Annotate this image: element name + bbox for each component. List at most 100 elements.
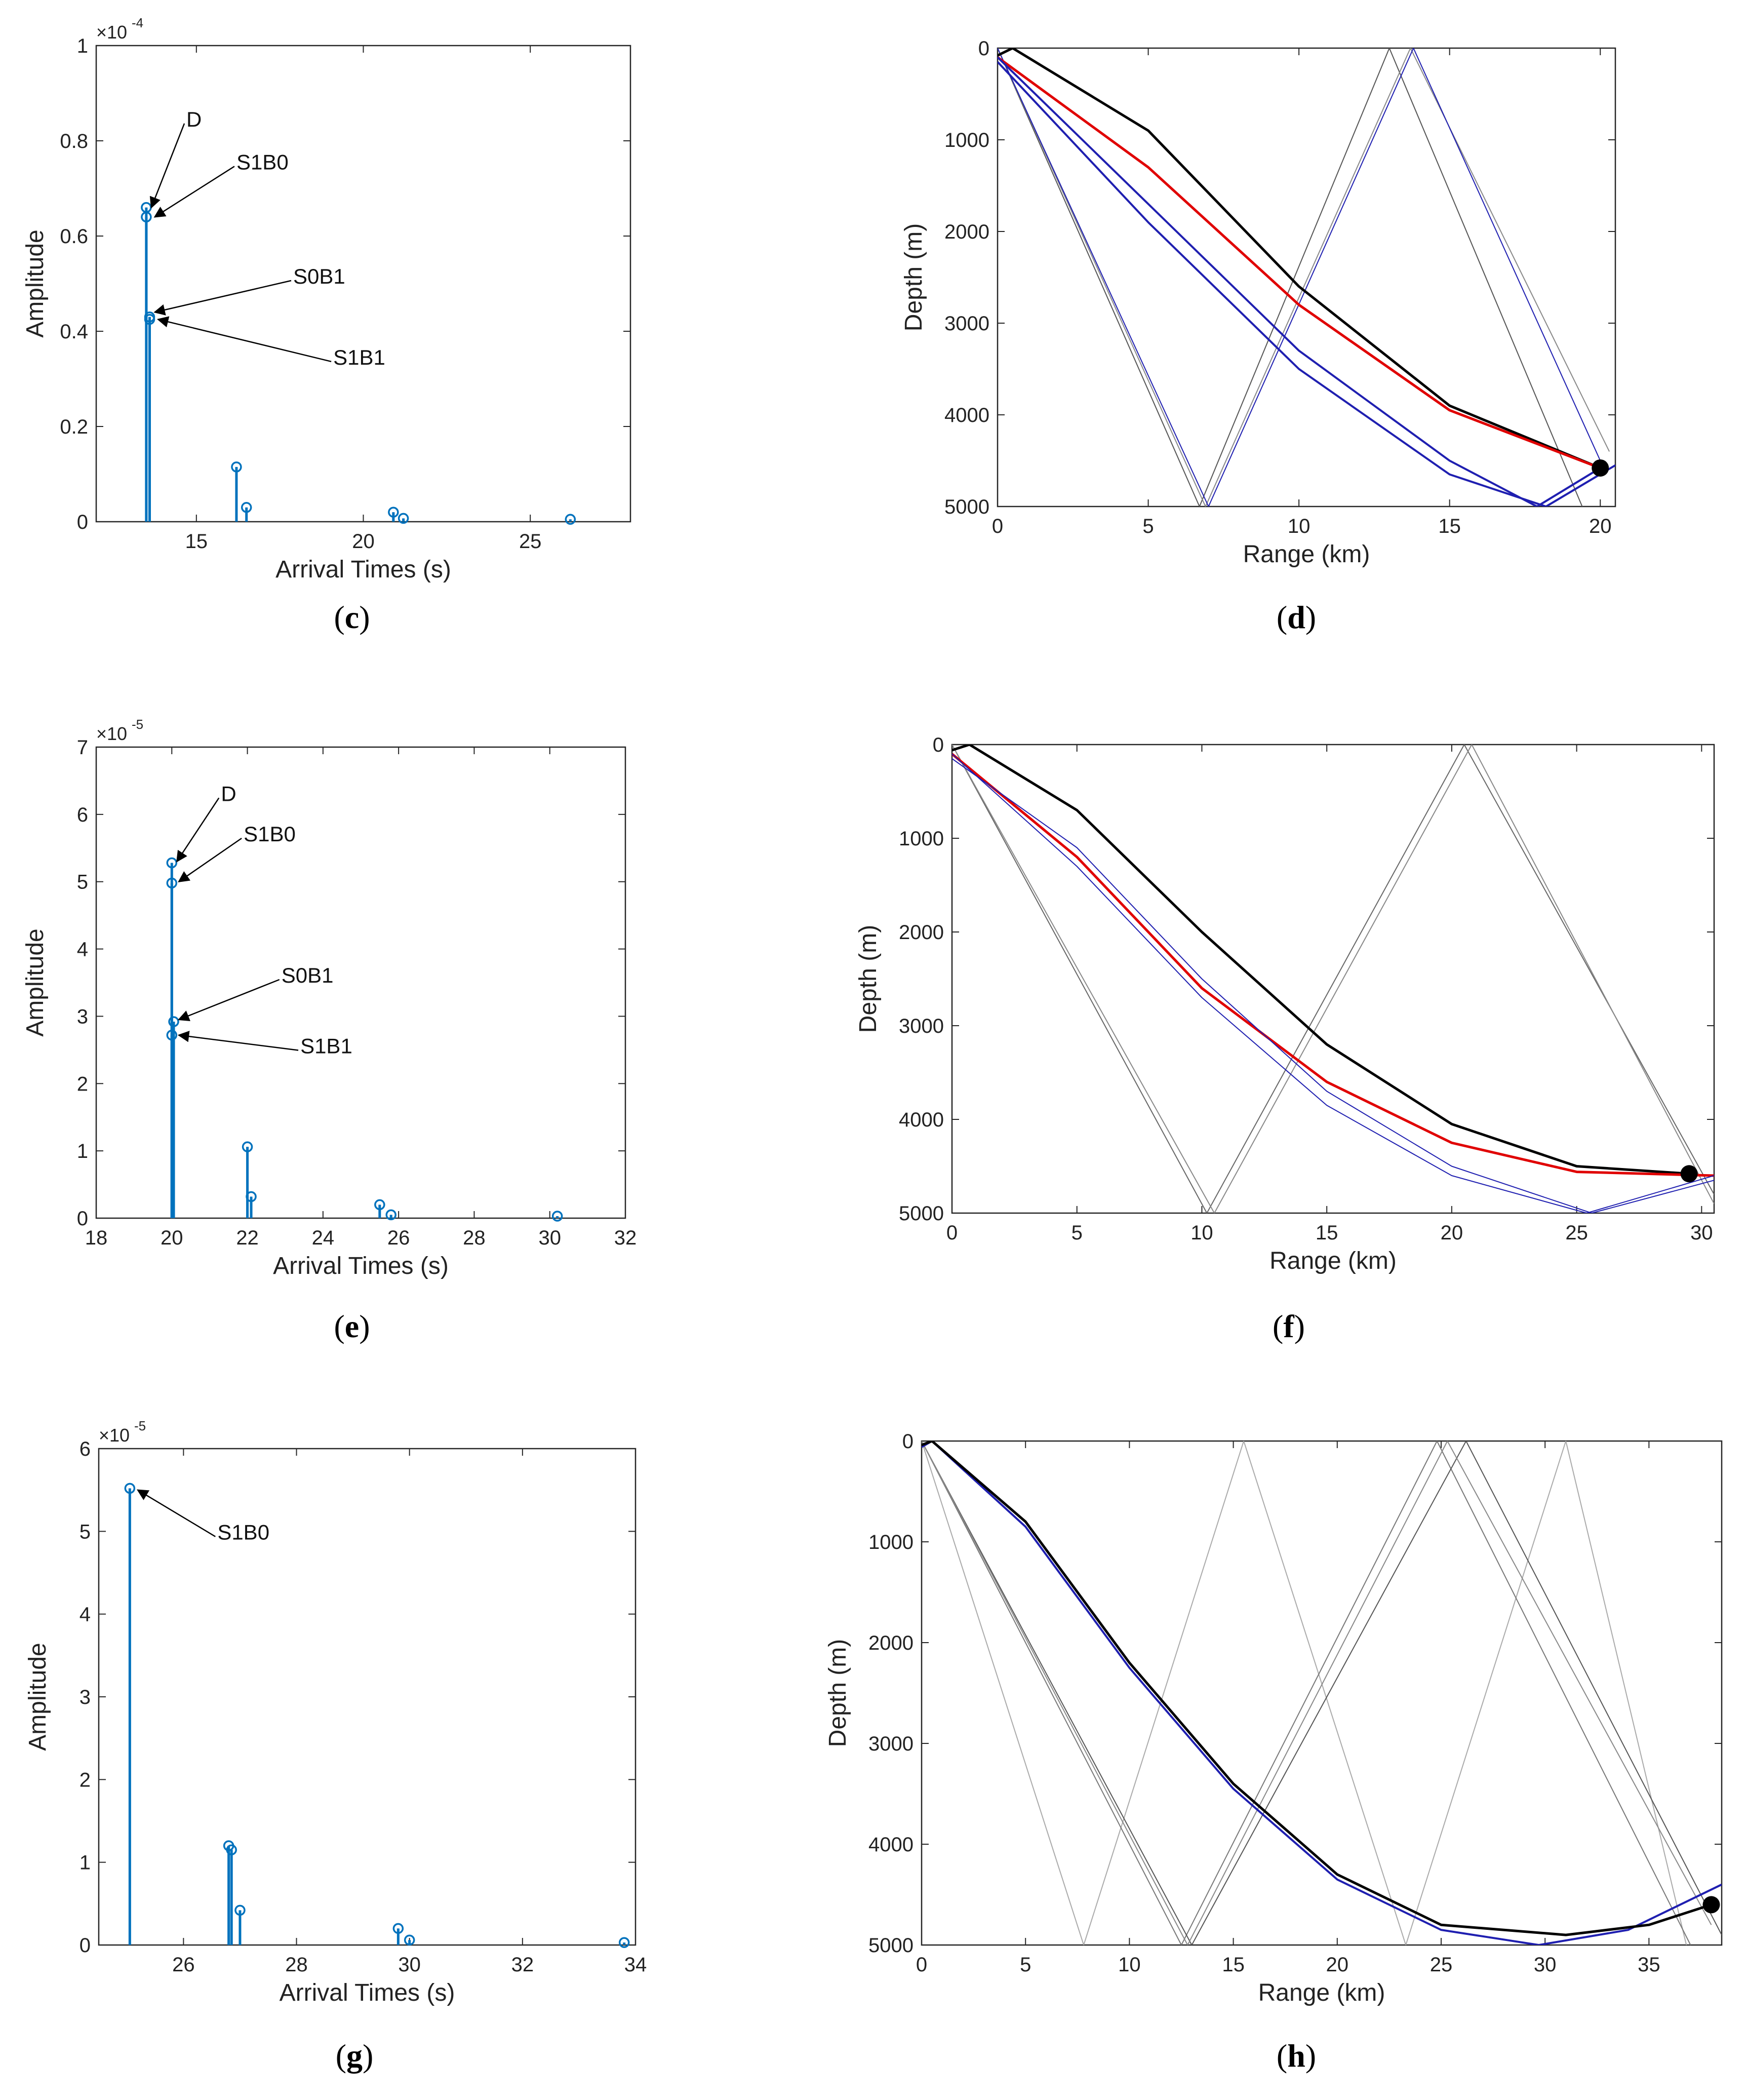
panel-label-letter: h: [1287, 2038, 1305, 2074]
x-tick-label: 34: [624, 1954, 647, 1976]
y-tick-label: 3000: [944, 313, 989, 335]
panel-label: (d): [1277, 599, 1316, 635]
y-tick-label: 3000: [899, 1015, 944, 1037]
panel-label-letter: c: [345, 599, 359, 635]
ray-path: [998, 56, 1601, 470]
y-tick-label: 2: [77, 1073, 88, 1095]
y-tick-label: 3000: [868, 1733, 914, 1755]
panel-label-open: (: [1273, 1308, 1283, 1344]
x-tick-label: 20: [1441, 1222, 1463, 1244]
ray-path: [952, 745, 1689, 1175]
y-tick-label: 5000: [899, 1202, 944, 1225]
annotation-arrow: [177, 979, 280, 1022]
x-tick-label: 15: [1438, 515, 1461, 537]
y-axis-label: Amplitude: [22, 229, 49, 337]
y-tick-label: 1000: [944, 129, 989, 151]
panel-label-open: (: [334, 1308, 344, 1344]
x-axis-label: Range (km): [1269, 1248, 1397, 1274]
stem-marker: [242, 1141, 253, 1152]
stem-marker: [385, 1209, 396, 1221]
y-tick-label: 0.8: [60, 130, 88, 152]
x-tick-label: 20: [352, 530, 375, 553]
ray-path: [952, 753, 1714, 1177]
x-tick-label: 10: [1191, 1222, 1213, 1244]
x-axis-label: Arrival Times (s): [280, 1979, 455, 2006]
annotation-label: S0B1: [293, 264, 345, 288]
panel-e: 18 20 22 24 26 28 30 32 0 1 2 3 4 5 6 7 Arrival Times (s…: [22, 717, 637, 1344]
panel-d: 0 5 10 15 20 0 1000 2000 3000 4000 5000 Range (km) D…: [900, 37, 1616, 635]
x-tick-label: 32: [614, 1227, 637, 1249]
y-tick-label: 3: [77, 1005, 88, 1028]
stem-marker: [234, 1904, 246, 1916]
panel-label-open: (: [1277, 2038, 1287, 2074]
x-tick-label: 35: [1638, 1954, 1660, 1976]
scale-exponent: -4: [132, 15, 143, 30]
ray-path: [998, 48, 1583, 507]
stem-marker: [398, 513, 409, 524]
ray-path: [998, 48, 1610, 507]
axes-box: [95, 746, 626, 1219]
annotation-arrow: [176, 797, 220, 863]
x-tick-label: 25: [519, 530, 542, 553]
panel-label-letter: d: [1287, 599, 1305, 635]
annotation-label: S0B1: [282, 963, 334, 987]
x-tick-label: 30: [1534, 1954, 1557, 1976]
ray-group: [998, 48, 1615, 507]
annotation-arrow: [153, 280, 292, 316]
y-tick-label: 2000: [868, 1632, 914, 1654]
stem-marker: [166, 877, 178, 889]
stem-marker: [231, 461, 242, 473]
x-tick-label: 10: [1118, 1954, 1141, 1976]
ray-group: [952, 745, 1714, 1213]
ray-path: [998, 48, 1601, 470]
stem-marker: [124, 1483, 136, 1494]
y-tick-label: 1: [77, 35, 88, 57]
receiver-point: [1680, 1165, 1698, 1183]
panel-label: (c): [334, 599, 370, 635]
x-tick-label: 28: [463, 1227, 486, 1249]
x-tick-label: 15: [1316, 1222, 1338, 1244]
y-tick-label: 3: [80, 1686, 91, 1708]
y-tick-label: 0: [902, 1430, 914, 1453]
y-tick-label: 0.6: [60, 225, 88, 248]
panel-label-close: ): [1294, 1308, 1305, 1344]
x-tick-label: 30: [398, 1954, 421, 1976]
ray-path: [922, 1441, 1691, 1945]
stem-marker: [166, 857, 178, 869]
panel-label-close: ): [1305, 599, 1316, 635]
ray-path: [922, 1441, 1687, 1945]
annotation-label: D: [221, 782, 236, 805]
y-axis-label: Amplitude: [24, 1643, 51, 1751]
panel-label-open: (: [334, 599, 344, 635]
y-tick-label: 1000: [899, 828, 944, 850]
stem-marker: [551, 1211, 563, 1222]
y-tick-label: 2000: [944, 221, 989, 243]
y-tick-label: 4000: [944, 404, 989, 426]
scale-exponent: -5: [134, 1418, 146, 1433]
y-tick-label: 6: [80, 1438, 91, 1460]
stem-marker: [141, 211, 152, 223]
receiver-point: [1592, 459, 1609, 477]
y-tick-label: 0.2: [60, 416, 88, 438]
panel-label-letter: f: [1283, 1308, 1294, 1344]
x-tick-label: 0: [992, 515, 1003, 537]
y-axis-label: Amplitude: [22, 928, 49, 1036]
ray-path: [952, 745, 1714, 1213]
stem-marker: [388, 507, 399, 518]
x-tick-label: 24: [312, 1227, 335, 1249]
axes-box: [921, 1440, 1723, 1946]
receiver-point: [1702, 1896, 1720, 1914]
y-axis-label: Depth (m): [824, 1639, 851, 1747]
annotation-label: D: [186, 107, 202, 131]
panel-label-open: (: [1277, 599, 1287, 635]
x-tick-label: 26: [172, 1954, 195, 1976]
scale-exponent: -5: [132, 717, 143, 732]
x-tick-label: 25: [1430, 1954, 1453, 1976]
stem-marker: [226, 1844, 237, 1855]
y-tick-label: 4: [80, 1604, 91, 1626]
x-tick-label: 0: [916, 1954, 927, 1976]
y-tick-label: 6: [77, 804, 88, 826]
y-tick-label: 5000: [868, 1934, 914, 1957]
y-tick-label: 2: [80, 1769, 91, 1791]
x-tick-label: 5: [1142, 515, 1154, 537]
